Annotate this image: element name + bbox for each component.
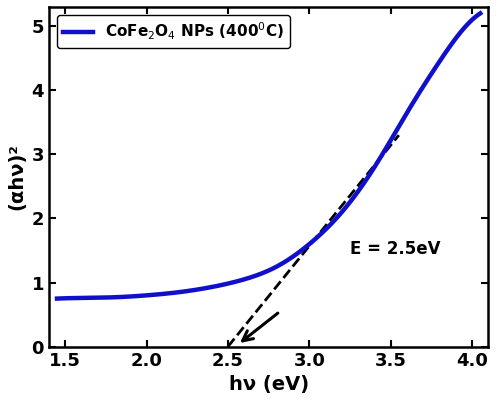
X-axis label: hν (eV): hν (eV) [229, 375, 309, 394]
Legend: CoFe$_2$O$_4$ NPs (400$^0$C): CoFe$_2$O$_4$ NPs (400$^0$C) [57, 14, 290, 48]
Y-axis label: (αhν)²: (αhν)² [7, 143, 26, 210]
Text: E = 2.5eV: E = 2.5eV [350, 240, 440, 258]
